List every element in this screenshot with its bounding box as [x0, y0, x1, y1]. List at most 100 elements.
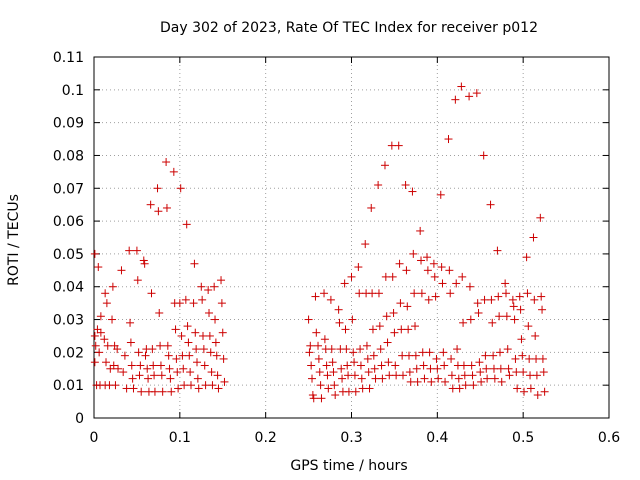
data-point	[522, 253, 531, 262]
data-point	[135, 371, 144, 380]
data-point	[468, 371, 477, 380]
data-point	[344, 387, 353, 396]
data-point	[455, 384, 464, 393]
data-point	[538, 354, 547, 363]
data-point	[154, 207, 163, 216]
data-points	[90, 82, 549, 403]
data-point	[316, 381, 325, 390]
data-point	[356, 345, 365, 354]
data-point	[510, 315, 519, 324]
data-point	[212, 351, 221, 360]
data-point	[150, 387, 159, 396]
data-point	[329, 368, 338, 377]
data-point	[446, 289, 455, 298]
data-point	[537, 292, 546, 301]
data-point	[420, 374, 429, 383]
data-point	[533, 391, 542, 400]
data-point	[453, 345, 462, 354]
chart-title: Day 302 of 2023, Rate Of TEC Index for r…	[160, 20, 538, 36]
data-point	[137, 387, 146, 396]
data-point	[317, 394, 326, 403]
data-point	[193, 374, 202, 383]
data-point	[448, 384, 457, 393]
data-point	[204, 286, 213, 295]
data-point	[128, 374, 137, 383]
data-point	[330, 381, 339, 390]
data-point	[337, 364, 346, 373]
y-tick-label: 0.01	[53, 378, 84, 394]
data-point	[90, 249, 99, 258]
data-point	[508, 295, 517, 304]
data-point	[369, 351, 378, 360]
data-point	[515, 292, 524, 301]
data-point	[101, 289, 110, 298]
data-point	[157, 371, 166, 380]
data-point	[488, 318, 497, 327]
data-point	[111, 381, 120, 390]
data-point	[350, 358, 359, 367]
data-point	[171, 325, 180, 334]
data-point	[397, 325, 406, 334]
data-point	[472, 89, 481, 98]
y-tick-label: 0.09	[53, 116, 84, 132]
data-point	[96, 312, 105, 321]
y-tick-label: 0.02	[53, 345, 84, 361]
data-point	[308, 374, 317, 383]
y-tick-label: 0.11	[53, 50, 84, 66]
data-point	[207, 368, 216, 377]
data-point	[378, 374, 387, 383]
y-tick-label: 0	[75, 411, 84, 427]
data-point	[93, 325, 102, 334]
tick-labels: 0 0.1 0.2 0.3 0.4 0.5 0.6 0 0.01 0.02 0.03 0.04 0.05…	[53, 50, 620, 446]
data-point	[368, 289, 377, 298]
data-point	[306, 341, 315, 350]
data-point	[172, 354, 181, 363]
data-point	[192, 345, 201, 354]
data-point	[205, 308, 214, 317]
data-point	[217, 276, 226, 285]
data-point	[375, 322, 384, 331]
data-point	[459, 361, 468, 370]
data-point	[520, 387, 529, 396]
data-point	[133, 276, 142, 285]
data-point	[532, 371, 541, 380]
data-point	[495, 348, 504, 357]
data-point	[312, 328, 321, 337]
data-point	[165, 364, 174, 373]
data-point	[494, 292, 503, 301]
data-point	[526, 371, 535, 380]
data-point	[217, 299, 226, 308]
data-point	[439, 348, 448, 357]
data-point	[363, 354, 372, 363]
data-point	[503, 345, 512, 354]
data-point	[368, 325, 377, 334]
data-point	[94, 263, 103, 272]
data-point	[314, 354, 323, 363]
data-point	[493, 246, 502, 255]
data-point	[335, 318, 344, 327]
data-point	[388, 272, 397, 281]
data-point	[91, 341, 100, 350]
data-point	[122, 384, 131, 393]
x-tick-label: 0.2	[255, 430, 277, 446]
data-point	[405, 368, 414, 377]
data-point	[341, 325, 350, 334]
data-point	[102, 299, 111, 308]
data-point	[411, 322, 420, 331]
data-point	[198, 295, 207, 304]
data-point	[461, 381, 470, 390]
data-point	[383, 338, 392, 347]
data-point	[208, 381, 217, 390]
data-point	[430, 272, 439, 281]
data-point	[479, 151, 488, 160]
data-point	[354, 263, 363, 272]
data-point	[511, 354, 520, 363]
data-point	[412, 364, 421, 373]
y-tick-label: 0.06	[53, 214, 84, 230]
data-point	[540, 387, 549, 396]
data-point	[156, 361, 165, 370]
data-point	[473, 299, 482, 308]
data-point	[324, 384, 333, 393]
data-point	[483, 374, 492, 383]
data-point	[178, 351, 187, 360]
